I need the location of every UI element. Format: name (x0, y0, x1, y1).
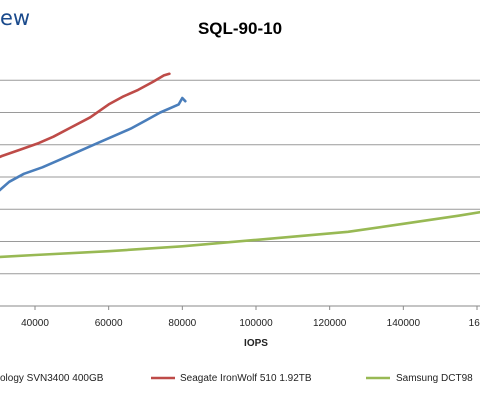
x-tick-label: 100000 (239, 318, 273, 329)
legend-label: ology SVN3400 400GB (0, 373, 104, 384)
x-tick-label: 160 (469, 318, 480, 329)
series-line-3 (0, 210, 480, 259)
x-tick-label: 60000 (95, 318, 123, 329)
gridlines (0, 79, 480, 275)
series-line-1 (0, 96, 187, 192)
legend-label: Seagate IronWolf 510 1.92TB (180, 373, 312, 384)
x-tick-label: 80000 (168, 318, 196, 329)
x-tick-label: 120000 (313, 318, 347, 329)
x-axis-label: IOPS (244, 338, 268, 349)
legend-label: Samsung DCT98 (396, 373, 473, 384)
legend: ology SVN3400 400GB Seagate IronWolf 510 … (0, 373, 473, 384)
x-axis-ticks: 40000 60000 80000 100000 120000 140000 160 (21, 306, 480, 329)
logo-fragment: ew (0, 6, 30, 30)
chart-title: SQL-90-10 (198, 19, 282, 38)
x-tick-label: 40000 (21, 318, 49, 329)
series-lines (0, 72, 480, 259)
series-line-2 (0, 72, 171, 159)
x-tick-label: 140000 (387, 318, 421, 329)
